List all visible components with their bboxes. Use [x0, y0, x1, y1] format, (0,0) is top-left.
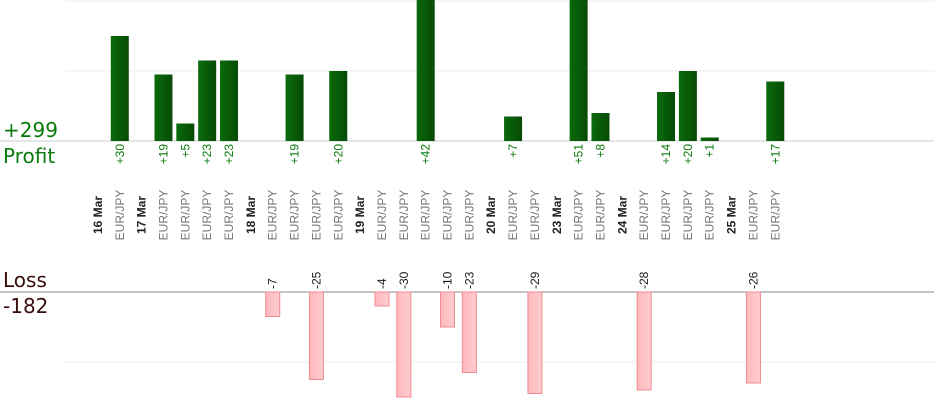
- pair-label: EUR/JPY: [222, 190, 236, 241]
- date-label: 17 Mar: [135, 196, 149, 234]
- profit-value-label: +51: [572, 144, 586, 165]
- pair-label: EUR/JPY: [528, 190, 542, 241]
- loss-value-label: -30: [397, 271, 411, 289]
- profit-value-label: +19: [288, 144, 302, 165]
- profit-value-label: +23: [222, 144, 236, 165]
- loss-value-label: -4: [375, 278, 389, 289]
- pair-label: EUR/JPY: [681, 190, 695, 241]
- profit-bar: [154, 74, 173, 141]
- loss-bar: [440, 291, 456, 328]
- pair-label: EUR/JPY: [703, 190, 717, 241]
- profit-bar: [220, 60, 239, 141]
- date-label: 20 Mar: [484, 196, 498, 234]
- profit-bar: [329, 71, 348, 141]
- profit-label: Profit: [3, 144, 56, 168]
- loss-value-label: -29: [528, 271, 542, 289]
- date-label: 23 Mar: [550, 196, 564, 234]
- profit-bar: [591, 113, 610, 141]
- loss-value-label: -26: [746, 271, 760, 289]
- pair-label: EUR/JPY: [156, 190, 170, 241]
- loss-bar: [374, 291, 390, 307]
- profit-bar: [569, 0, 588, 141]
- profit-value-label: +23: [200, 144, 214, 165]
- loss-bar: [265, 291, 281, 317]
- pair-label: EUR/JPY: [637, 190, 651, 241]
- loss-bar: [527, 291, 543, 394]
- profit-value-label: +17: [768, 144, 782, 165]
- pair-label: EUR/JPY: [419, 190, 433, 241]
- pair-label: EUR/JPY: [462, 190, 476, 241]
- profit-bar: [176, 123, 195, 141]
- profit-bar: [110, 36, 129, 141]
- pair-label: EUR/JPY: [441, 190, 455, 241]
- pair-label: EUR/JPY: [397, 190, 411, 241]
- pair-label: EUR/JPY: [659, 190, 673, 241]
- loss-bar: [636, 291, 652, 391]
- profit-bar: [700, 137, 719, 141]
- profit-value-label: +42: [419, 144, 433, 165]
- pair-label: EUR/JPY: [266, 190, 280, 241]
- profit-bar: [678, 71, 697, 141]
- profit-value-label: +1: [703, 144, 717, 158]
- loss-label: Loss: [3, 268, 47, 292]
- pair-label: EUR/JPY: [309, 190, 323, 241]
- date-label: 19 Mar: [353, 196, 367, 234]
- pair-label: EUR/JPY: [506, 190, 520, 241]
- profit-value-label: +19: [156, 144, 170, 165]
- profit-value-label: +20: [331, 144, 345, 165]
- date-label: 24 Mar: [615, 196, 629, 234]
- profit-value-label: +20: [681, 144, 695, 165]
- date-label: 18 Mar: [244, 196, 258, 234]
- loss-value-label: -25: [309, 271, 323, 289]
- profit-bar: [198, 60, 217, 141]
- profit-bar: [504, 116, 523, 141]
- profit-value-label: +7: [506, 144, 520, 158]
- loss-bar: [396, 291, 412, 398]
- profit-bar: [416, 0, 435, 141]
- loss-value-label: -7: [266, 278, 280, 289]
- profit-bar: [657, 92, 676, 141]
- profit-bar: [766, 81, 785, 141]
- loss-bar: [745, 291, 761, 384]
- pair-label: EUR/JPY: [200, 190, 214, 241]
- profit-value-label: +14: [659, 144, 673, 165]
- profit-bar: [285, 74, 304, 141]
- profit-value-label: +30: [113, 144, 127, 165]
- date-label: 16 Mar: [91, 196, 105, 234]
- loss-value-label: -10: [441, 271, 455, 289]
- loss-bar: [461, 291, 477, 373]
- pair-label: EUR/JPY: [572, 190, 586, 241]
- profit-value-label: +5: [178, 144, 192, 158]
- loss-value-label: -23: [462, 271, 476, 289]
- pair-label: EUR/JPY: [375, 190, 389, 241]
- pair-label: EUR/JPY: [331, 190, 345, 241]
- profit-value-label: +8: [593, 144, 607, 158]
- loss-bar: [308, 291, 324, 380]
- loss-total: -182: [3, 294, 49, 318]
- pair-label: EUR/JPY: [288, 190, 302, 241]
- pair-label: EUR/JPY: [178, 190, 192, 241]
- pair-label: EUR/JPY: [768, 190, 782, 241]
- pair-label: EUR/JPY: [113, 190, 127, 241]
- date-label: 25 Mar: [725, 196, 739, 234]
- profit-total: +299: [3, 118, 58, 142]
- pair-label: EUR/JPY: [746, 190, 760, 241]
- loss-value-label: -28: [637, 271, 651, 289]
- pair-label: EUR/JPY: [593, 190, 607, 241]
